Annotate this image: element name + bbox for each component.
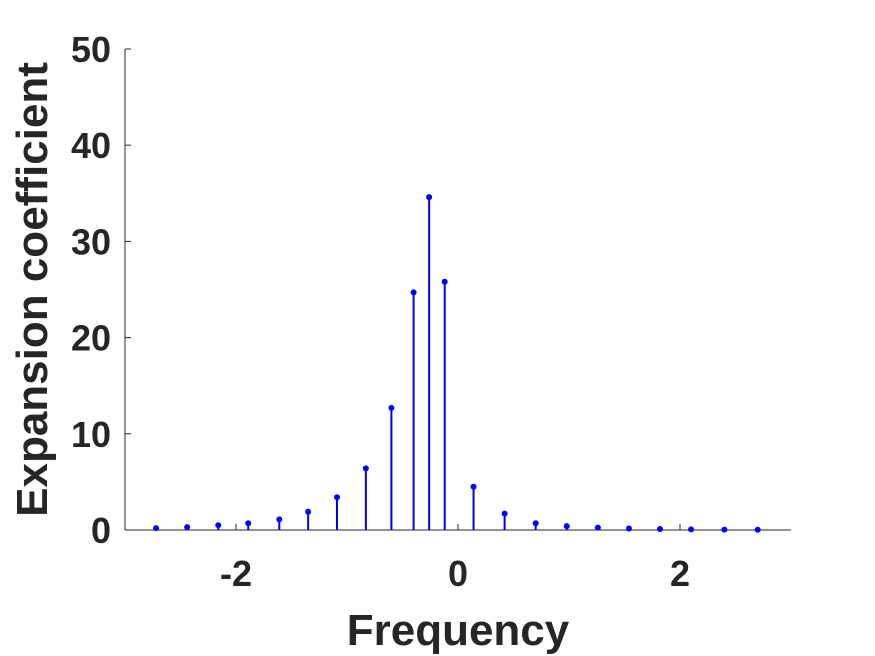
stem-marker xyxy=(215,522,222,529)
stem-marker xyxy=(501,510,508,517)
y-tick-label: 40 xyxy=(71,125,111,166)
y-tick-label: 10 xyxy=(71,414,111,455)
x-ticks: -2 0 2 xyxy=(220,524,690,594)
stem-marker xyxy=(388,404,395,411)
stem-marker xyxy=(594,524,601,531)
stem-marker xyxy=(245,520,252,527)
x-tick-label: -2 xyxy=(220,553,252,594)
stem-series xyxy=(153,194,761,533)
stem-marker xyxy=(426,194,433,201)
y-tick-label: 30 xyxy=(71,221,111,262)
x-tick-label: 2 xyxy=(670,553,690,594)
stem-marker xyxy=(754,526,761,533)
stem-marker xyxy=(470,483,477,490)
stem-marker xyxy=(305,508,312,515)
stem-marker xyxy=(276,516,283,523)
stem-marker xyxy=(153,525,160,532)
stem-marker xyxy=(563,523,570,530)
y-tick-label: 50 xyxy=(71,29,111,70)
stem-marker xyxy=(334,494,341,501)
stem-marker xyxy=(532,520,539,527)
y-ticks: 0 10 20 30 40 50 xyxy=(71,29,131,551)
stem-marker xyxy=(410,289,417,296)
plot-area: -2 0 2 0 10 20 30 40 50 xyxy=(71,29,791,594)
y-tick-label: 0 xyxy=(91,510,111,551)
stem-marker xyxy=(625,525,632,532)
stem-marker xyxy=(721,526,728,533)
stem-marker xyxy=(441,278,448,285)
stem-marker xyxy=(184,524,191,531)
y-tick-label: 20 xyxy=(71,318,111,359)
x-tick-label: 0 xyxy=(448,553,468,594)
y-axis-label: Expansion coefficient xyxy=(8,62,57,517)
x-axis-label: Frequency xyxy=(347,606,570,655)
stem-marker xyxy=(657,526,664,533)
stem-marker xyxy=(362,465,369,472)
stem-marker xyxy=(688,526,695,533)
